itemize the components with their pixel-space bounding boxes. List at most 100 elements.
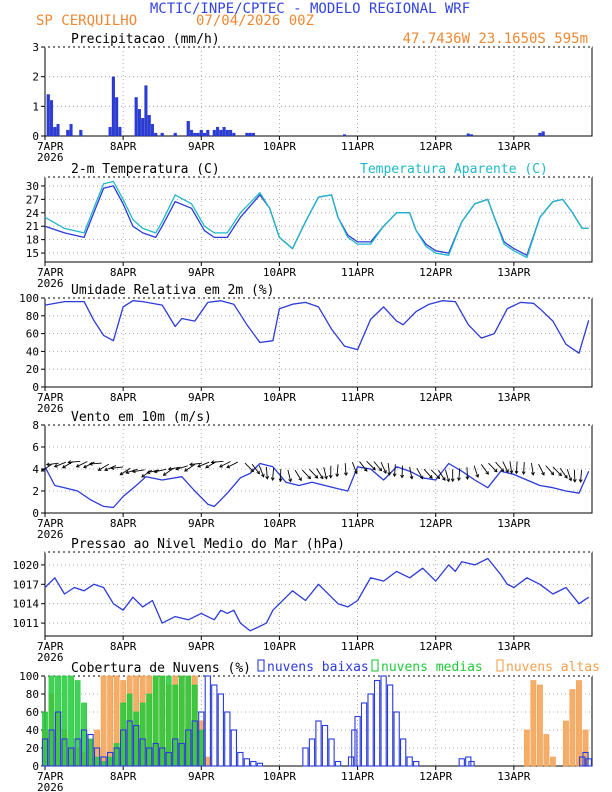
panel-title: Precipitacao (mm/h) [71, 32, 220, 47]
wind-arrowhead [531, 471, 535, 476]
x-tick-label: 11APR [341, 140, 374, 153]
wind-arrow [163, 468, 174, 476]
wind-arrow [351, 462, 358, 474]
wind-arrowhead [568, 477, 573, 482]
panel-title: Umidade Relativa em 2m (%) [71, 283, 275, 298]
cloud-bar-nuvens-altas [569, 689, 576, 767]
wind-arrowhead [153, 469, 158, 474]
y-tick-label: 1014 [13, 598, 40, 611]
cloud-bar-nuvens-medias [61, 675, 68, 767]
y-tick-label: 1017 [13, 578, 40, 591]
legend-swatch [496, 659, 504, 672]
cloud-bar-nuvens-medias [107, 756, 114, 767]
x-tick-label: 13APR [497, 770, 530, 783]
precip-bar [118, 126, 122, 137]
precip-bar [222, 126, 226, 137]
wind-arrow [205, 461, 217, 469]
cloud-bar-nuvens-baixas [48, 729, 55, 767]
cloud-bar-nuvens-baixas [315, 720, 322, 767]
cloud-bar-nuvens-medias [120, 702, 127, 767]
wind-arrowhead [505, 469, 509, 474]
precip-bar [538, 132, 542, 137]
wind-arrowhead [314, 475, 319, 479]
wind-arrowhead [226, 464, 231, 469]
x-tick-label: 12APR [419, 517, 452, 530]
y-tick-label: 60 [26, 706, 39, 719]
wind-arrow [359, 461, 368, 472]
y-tick-label: 0 [32, 507, 39, 520]
series-line [44, 300, 590, 354]
wind-arrowhead [219, 464, 223, 468]
wind-arrowhead [265, 476, 270, 480]
cloud-bar-nuvens-baixas [191, 720, 198, 767]
cloud-bar-nuvens-baixas [373, 679, 381, 767]
wind-arrowhead [442, 477, 446, 481]
panel-title: Cobertura de Nuvens (%) [71, 661, 251, 676]
wind-arrowhead [324, 475, 328, 480]
y-tick-label: 1020 [13, 559, 40, 572]
wind-arrowhead [485, 471, 489, 475]
panel-1 [41, 46, 593, 140]
x-tick-label: 13APR [497, 517, 530, 530]
cloud-bar-nuvens-baixas [139, 738, 146, 767]
wind-arrowhead [578, 479, 583, 483]
wind-arrowhead [493, 468, 498, 473]
cloud-bar-nuvens-baixas [328, 738, 335, 767]
wind-arrow [211, 460, 224, 463]
cloud-bar-nuvens-baixas [126, 720, 133, 767]
precip-bar [49, 100, 54, 137]
wind-arrowhead [256, 470, 260, 475]
cloud-bar-nuvens-medias [133, 711, 140, 767]
x-tick-label: 7APR [37, 266, 64, 279]
x-tick-label: 13APR [497, 266, 530, 279]
wind-arrowhead [509, 470, 514, 475]
legend-entry: nuvens medias [381, 660, 483, 675]
wind-arrow [502, 461, 509, 473]
x-tick-label: 7APR [37, 640, 64, 653]
wind-arrowhead [392, 473, 397, 478]
x-year-label: 2026 [37, 528, 64, 541]
wind-arrowhead [278, 478, 283, 483]
y-tick-label: 27 [26, 193, 39, 206]
wind-arrow [488, 462, 498, 473]
cloud-bar-nuvens-baixas [302, 747, 309, 767]
precip-bar [232, 132, 236, 137]
wind-arrowhead [104, 467, 108, 472]
cloud-bar-nuvens-baixas [321, 724, 329, 767]
x-tick-label: 9APR [188, 140, 215, 153]
precip-bar [160, 132, 164, 137]
cloud-bar-nuvens-baixas [579, 756, 586, 767]
wind-arrowhead [250, 468, 255, 473]
wind-arrowhead [125, 470, 130, 475]
wind-arrowhead [335, 473, 340, 478]
wind-arrowhead [457, 477, 461, 482]
cloud-bar-nuvens-medias [178, 675, 185, 767]
x-tick-label: 11APR [341, 770, 374, 783]
series-line [44, 462, 590, 509]
precip-bar [206, 129, 210, 137]
cloud-bar-nuvens-medias [185, 675, 192, 767]
cloud-bar-nuvens-baixas [61, 738, 68, 767]
precip-bar [469, 134, 474, 137]
wind-arrowhead [319, 475, 324, 480]
y-tick-label: 0 [32, 381, 39, 394]
wind-arrowhead [298, 477, 302, 482]
wind-arrowhead [419, 475, 424, 480]
cloud-bar-nuvens-medias [191, 684, 198, 767]
cloud-bar-nuvens-baixas [468, 760, 475, 767]
panel-frame [44, 297, 593, 388]
x-tick-label: 7APR [37, 140, 64, 153]
x-tick-label: 10APR [263, 640, 296, 653]
x-year-label: 2026 [37, 151, 64, 164]
wind-arrow [559, 467, 568, 479]
panel-title: Pressao ao Nivel Medio do Mar (hPa) [71, 537, 345, 552]
precip-bar [251, 132, 255, 137]
cloud-bar-nuvens-altas [100, 675, 107, 767]
wind-arrow [244, 462, 254, 472]
wind-arrow [104, 465, 117, 471]
precip-bar [150, 123, 154, 137]
wind-arrowhead [53, 463, 58, 468]
precip-bar [193, 132, 197, 137]
x-tick-label: 8APR [110, 517, 137, 530]
x-tick-label: 8APR [110, 770, 137, 783]
